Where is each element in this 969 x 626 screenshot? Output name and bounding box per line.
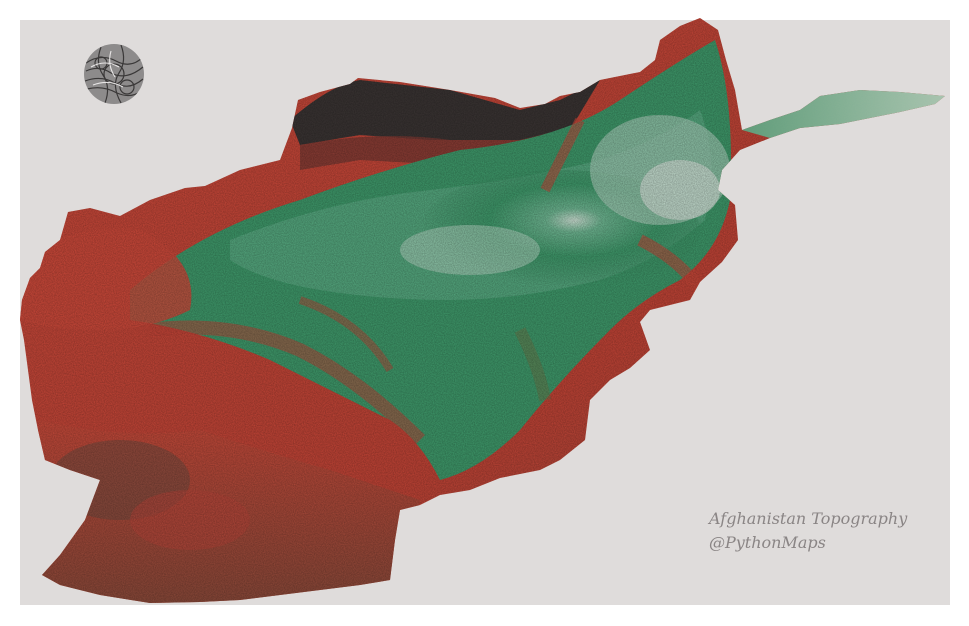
map-credit: @PythonMaps: [709, 533, 826, 552]
map-caption: Afghanistan Topography @PythonMaps: [709, 507, 907, 555]
python-maps-logo-icon: [84, 44, 144, 104]
map-title: Afghanistan Topography: [709, 509, 908, 528]
